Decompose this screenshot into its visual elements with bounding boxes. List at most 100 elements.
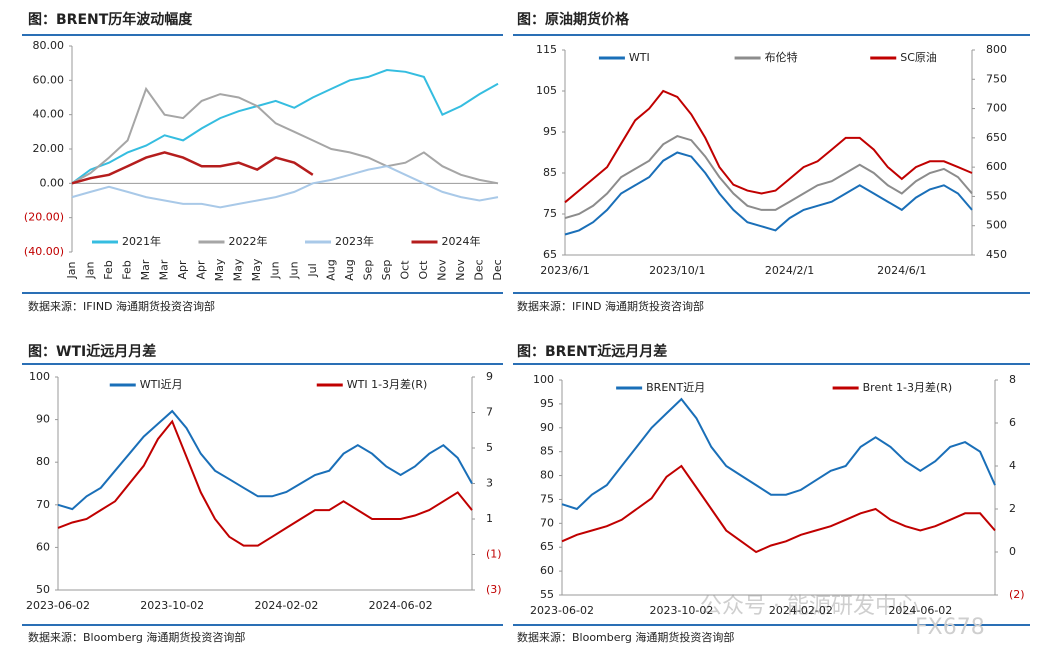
x-tick-label: Jun <box>269 261 282 279</box>
x-tick-label: Nov <box>454 259 467 281</box>
series-line <box>561 397 996 511</box>
x-tick-label: Feb <box>102 260 115 279</box>
y-tick-label: 75 <box>543 207 557 220</box>
watermark: FX678 <box>915 615 985 640</box>
legend-label: WTI 1-3月差(R) <box>347 377 428 391</box>
series-line <box>57 409 473 511</box>
x-tick-label: Jul <box>306 263 319 277</box>
chart-title: 图：原油期货价格 <box>517 11 630 28</box>
y2-tick-label: 1 <box>486 512 493 525</box>
y2-tick-label: (3) <box>486 583 502 596</box>
y-tick-label: 115 <box>536 43 557 56</box>
series-line <box>71 165 499 209</box>
y2-tick-label: 800 <box>986 43 1007 56</box>
y2-tick-label: 0 <box>1009 545 1016 558</box>
x-tick-label: Feb <box>121 260 134 279</box>
y2-tick-label: 550 <box>986 189 1007 202</box>
x-tick-label: May <box>250 258 263 281</box>
y-tick-label: 80 <box>36 455 50 468</box>
x-tick-label: Nov <box>435 259 448 281</box>
legend-label: WTI <box>629 51 650 64</box>
y-tick-label: 70 <box>540 516 554 529</box>
y-tick-label: 40.00 <box>33 108 65 121</box>
legend-label: 布伦特 <box>765 50 798 64</box>
y2-tick-label: (2) <box>1009 588 1025 601</box>
chart-title: 图：BRENT近远月月差 <box>517 343 667 360</box>
y-tick-label: 80 <box>540 469 554 482</box>
y-tick-label: 95 <box>540 397 554 410</box>
y-tick-label: 90 <box>36 413 50 426</box>
y2-tick-label: 9 <box>486 370 493 383</box>
x-tick-label: 2024/2/1 <box>765 264 814 277</box>
x-tick-label: May <box>232 258 245 281</box>
y-tick-label: 90 <box>540 421 554 434</box>
x-tick-label: 2024-06-02 <box>369 599 433 612</box>
y-tick-label: 75 <box>540 492 554 505</box>
x-tick-label: 2023/10/1 <box>649 264 705 277</box>
x-tick-label: Aug <box>343 259 356 280</box>
legend-label: 2021年 <box>122 234 161 248</box>
y2-tick-label: 4 <box>1009 459 1016 472</box>
chart-title: 图：WTI近远月月差 <box>28 343 156 360</box>
y-tick-label: 50 <box>36 583 50 596</box>
x-tick-label: 2024-02-02 <box>769 604 833 617</box>
source-note: 数据来源：Bloomberg 海通期货投资咨询部 <box>517 630 734 644</box>
x-tick-label: 2023-06-02 <box>26 599 90 612</box>
x-tick-label: Jun <box>287 261 300 279</box>
y-tick-label: 60 <box>36 540 50 553</box>
x-tick-label: Sep <box>380 260 393 281</box>
x-tick-label: May <box>213 258 226 281</box>
x-tick-label: 2024-02-02 <box>254 599 318 612</box>
y-tick-label: 65 <box>543 248 557 261</box>
x-tick-label: Dec <box>491 259 504 280</box>
series-line <box>71 151 314 185</box>
y-tick-label: 0.00 <box>40 176 65 189</box>
source-note: 数据来源：IFIND 海通期货投资咨询部 <box>28 299 215 313</box>
y2-tick-label: 6 <box>1009 416 1016 429</box>
series-line <box>564 89 973 204</box>
y-tick-label: 80.00 <box>33 39 65 52</box>
legend-label: WTI近月 <box>140 378 183 391</box>
y-tick-label: 20.00 <box>33 142 65 155</box>
y2-tick-label: 7 <box>486 406 493 419</box>
y-tick-label: (20.00) <box>24 211 64 224</box>
x-tick-label: Jan <box>84 261 97 279</box>
y-tick-label: 60.00 <box>33 73 65 86</box>
y2-tick-label: 500 <box>986 219 1007 232</box>
y2-tick-label: 650 <box>986 131 1007 144</box>
x-tick-label: Mar <box>139 259 152 280</box>
series-line <box>71 68 499 185</box>
series-line <box>71 86 499 185</box>
x-tick-label: 2023-10-02 <box>140 599 204 612</box>
x-tick-label: Mar <box>158 259 171 280</box>
x-tick-label: 2023-06-02 <box>530 604 594 617</box>
x-tick-label: Oct <box>398 260 411 280</box>
legend-label: BRENT近月 <box>646 381 705 394</box>
series-line <box>564 135 973 220</box>
y2-tick-label: (1) <box>486 548 502 561</box>
series-line <box>561 464 996 554</box>
y-tick-label: 95 <box>543 125 557 138</box>
y-tick-label: (40.00) <box>24 245 64 258</box>
y-tick-label: 85 <box>540 445 554 458</box>
y2-tick-label: 8 <box>1009 373 1016 386</box>
y-tick-label: 85 <box>543 166 557 179</box>
legend-label: Brent 1-3月差(R) <box>863 380 953 394</box>
y-tick-label: 100 <box>533 373 554 386</box>
x-tick-label: 2024/6/1 <box>877 264 926 277</box>
x-tick-label: Oct <box>417 260 430 280</box>
y-tick-label: 65 <box>540 540 554 553</box>
x-tick-label: Apr <box>195 260 208 280</box>
x-tick-label: Aug <box>324 259 337 280</box>
legend-label: 2022年 <box>229 234 268 248</box>
y-tick-label: 55 <box>540 588 554 601</box>
y2-tick-label: 750 <box>986 72 1007 85</box>
x-tick-label: 2024-06-02 <box>888 604 952 617</box>
legend-label: 2023年 <box>335 234 374 248</box>
y2-tick-label: 2 <box>1009 502 1016 515</box>
x-tick-label: Sep <box>361 260 374 281</box>
x-tick-label: 2023-10-02 <box>649 604 713 617</box>
x-tick-label: Dec <box>472 259 485 280</box>
